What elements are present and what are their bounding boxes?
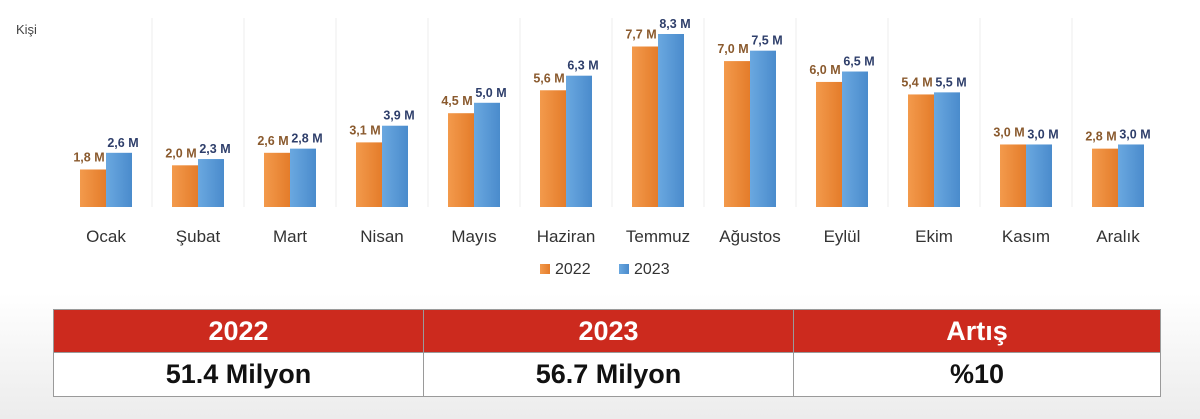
header-2023: 2023	[423, 309, 794, 353]
data-label-2023-11: 3,0 M	[1119, 127, 1150, 141]
bar-2022-4	[448, 113, 474, 207]
data-label-2022-3: 3,1 M	[349, 123, 380, 137]
bar-2023-6	[658, 34, 684, 207]
bar-2023-2	[290, 148, 316, 207]
x-tick-label: Eylül	[824, 227, 861, 246]
bar-2023-0	[106, 152, 132, 207]
data-label-2022-7: 7,0 M	[717, 42, 748, 56]
bar-2023-9	[934, 92, 960, 207]
x-tick-label: Kasım	[1002, 227, 1050, 246]
bar-2022-3	[356, 142, 382, 207]
data-label-2023-5: 6,3 M	[567, 59, 598, 73]
data-label-2022-1: 2,0 M	[165, 146, 196, 160]
x-tick-label: Şubat	[176, 227, 221, 246]
bar-2022-9	[908, 94, 934, 207]
x-tick-label: Mart	[273, 227, 307, 246]
data-label-2022-0: 1,8 M	[73, 150, 104, 164]
x-tick-label: Aralık	[1096, 227, 1140, 246]
bar-2023-10	[1026, 144, 1052, 207]
data-label-2022-9: 5,4 M	[901, 75, 932, 89]
x-tick-label: Mayıs	[451, 227, 496, 246]
total-2023: 56.7 Milyon	[423, 352, 794, 397]
bar-2022-5	[540, 90, 566, 207]
bar-2023-8	[842, 71, 868, 208]
bar-2022-2	[264, 152, 290, 207]
x-tick-label: Ekim	[915, 227, 953, 246]
summary-table: 2022 2023 Artış 51.4 Milyon 56.7 Milyon …	[53, 309, 1161, 397]
data-label-2023-7: 7,5 M	[751, 34, 782, 48]
data-label-2023-10: 3,0 M	[1027, 127, 1058, 141]
bar-2023-7	[750, 50, 776, 207]
x-tick-label: Nisan	[360, 227, 403, 246]
data-label-2023-4: 5,0 M	[475, 86, 506, 100]
bar-2023-4	[474, 102, 500, 207]
data-label-2022-10: 3,0 M	[993, 125, 1024, 139]
x-tick-label: Ocak	[86, 227, 126, 246]
data-label-2023-9: 5,5 M	[935, 75, 966, 89]
x-tick-label: Ağustos	[719, 227, 780, 246]
data-label-2022-5: 5,6 M	[533, 71, 564, 85]
summary-header-row: 2022 2023 Artış	[53, 309, 1161, 353]
legend-label-2022: 2022	[555, 261, 591, 278]
data-label-2022-4: 4,5 M	[441, 94, 472, 108]
legend-swatch-2023	[619, 264, 629, 274]
bar-2023-3	[382, 125, 408, 207]
bar-2022-7	[724, 61, 750, 207]
bar-2022-0	[80, 169, 106, 207]
x-tick-label: Temmuz	[626, 227, 690, 246]
data-label-2023-0: 2,6 M	[107, 136, 138, 150]
y-axis-label: Kişi	[16, 22, 37, 37]
legend-label-2023: 2023	[634, 261, 670, 278]
bar-2022-8	[816, 81, 842, 207]
bar-2023-11	[1118, 144, 1144, 207]
bar-2022-11	[1092, 148, 1118, 207]
summary-value-row: 51.4 Milyon 56.7 Milyon %10	[53, 352, 1161, 397]
x-tick-label: Haziran	[537, 227, 596, 246]
data-label-2022-2: 2,6 M	[257, 134, 288, 148]
bar-2022-1	[172, 165, 198, 207]
bar-2023-1	[198, 159, 224, 207]
data-label-2023-1: 2,3 M	[199, 142, 230, 156]
data-label-2023-3: 3,9 M	[383, 109, 414, 123]
data-label-2022-6: 7,7 M	[625, 28, 656, 42]
header-increase: Artış	[793, 309, 1161, 353]
data-label-2022-8: 6,0 M	[809, 63, 840, 77]
data-label-2023-2: 2,8 M	[291, 132, 322, 146]
data-label-2023-6: 8,3 M	[659, 17, 690, 31]
bar-2022-10	[1000, 144, 1026, 207]
total-2022: 51.4 Milyon	[53, 352, 424, 397]
bar-2022-6	[632, 46, 658, 207]
legend: 2022 2023	[540, 261, 670, 278]
increase-percent: %10	[793, 352, 1161, 397]
bar-2023-5	[566, 75, 592, 208]
data-label-2022-11: 2,8 M	[1085, 130, 1116, 144]
header-2022: 2022	[53, 309, 424, 353]
legend-swatch-2022	[540, 264, 550, 274]
data-label-2023-8: 6,5 M	[843, 55, 874, 69]
